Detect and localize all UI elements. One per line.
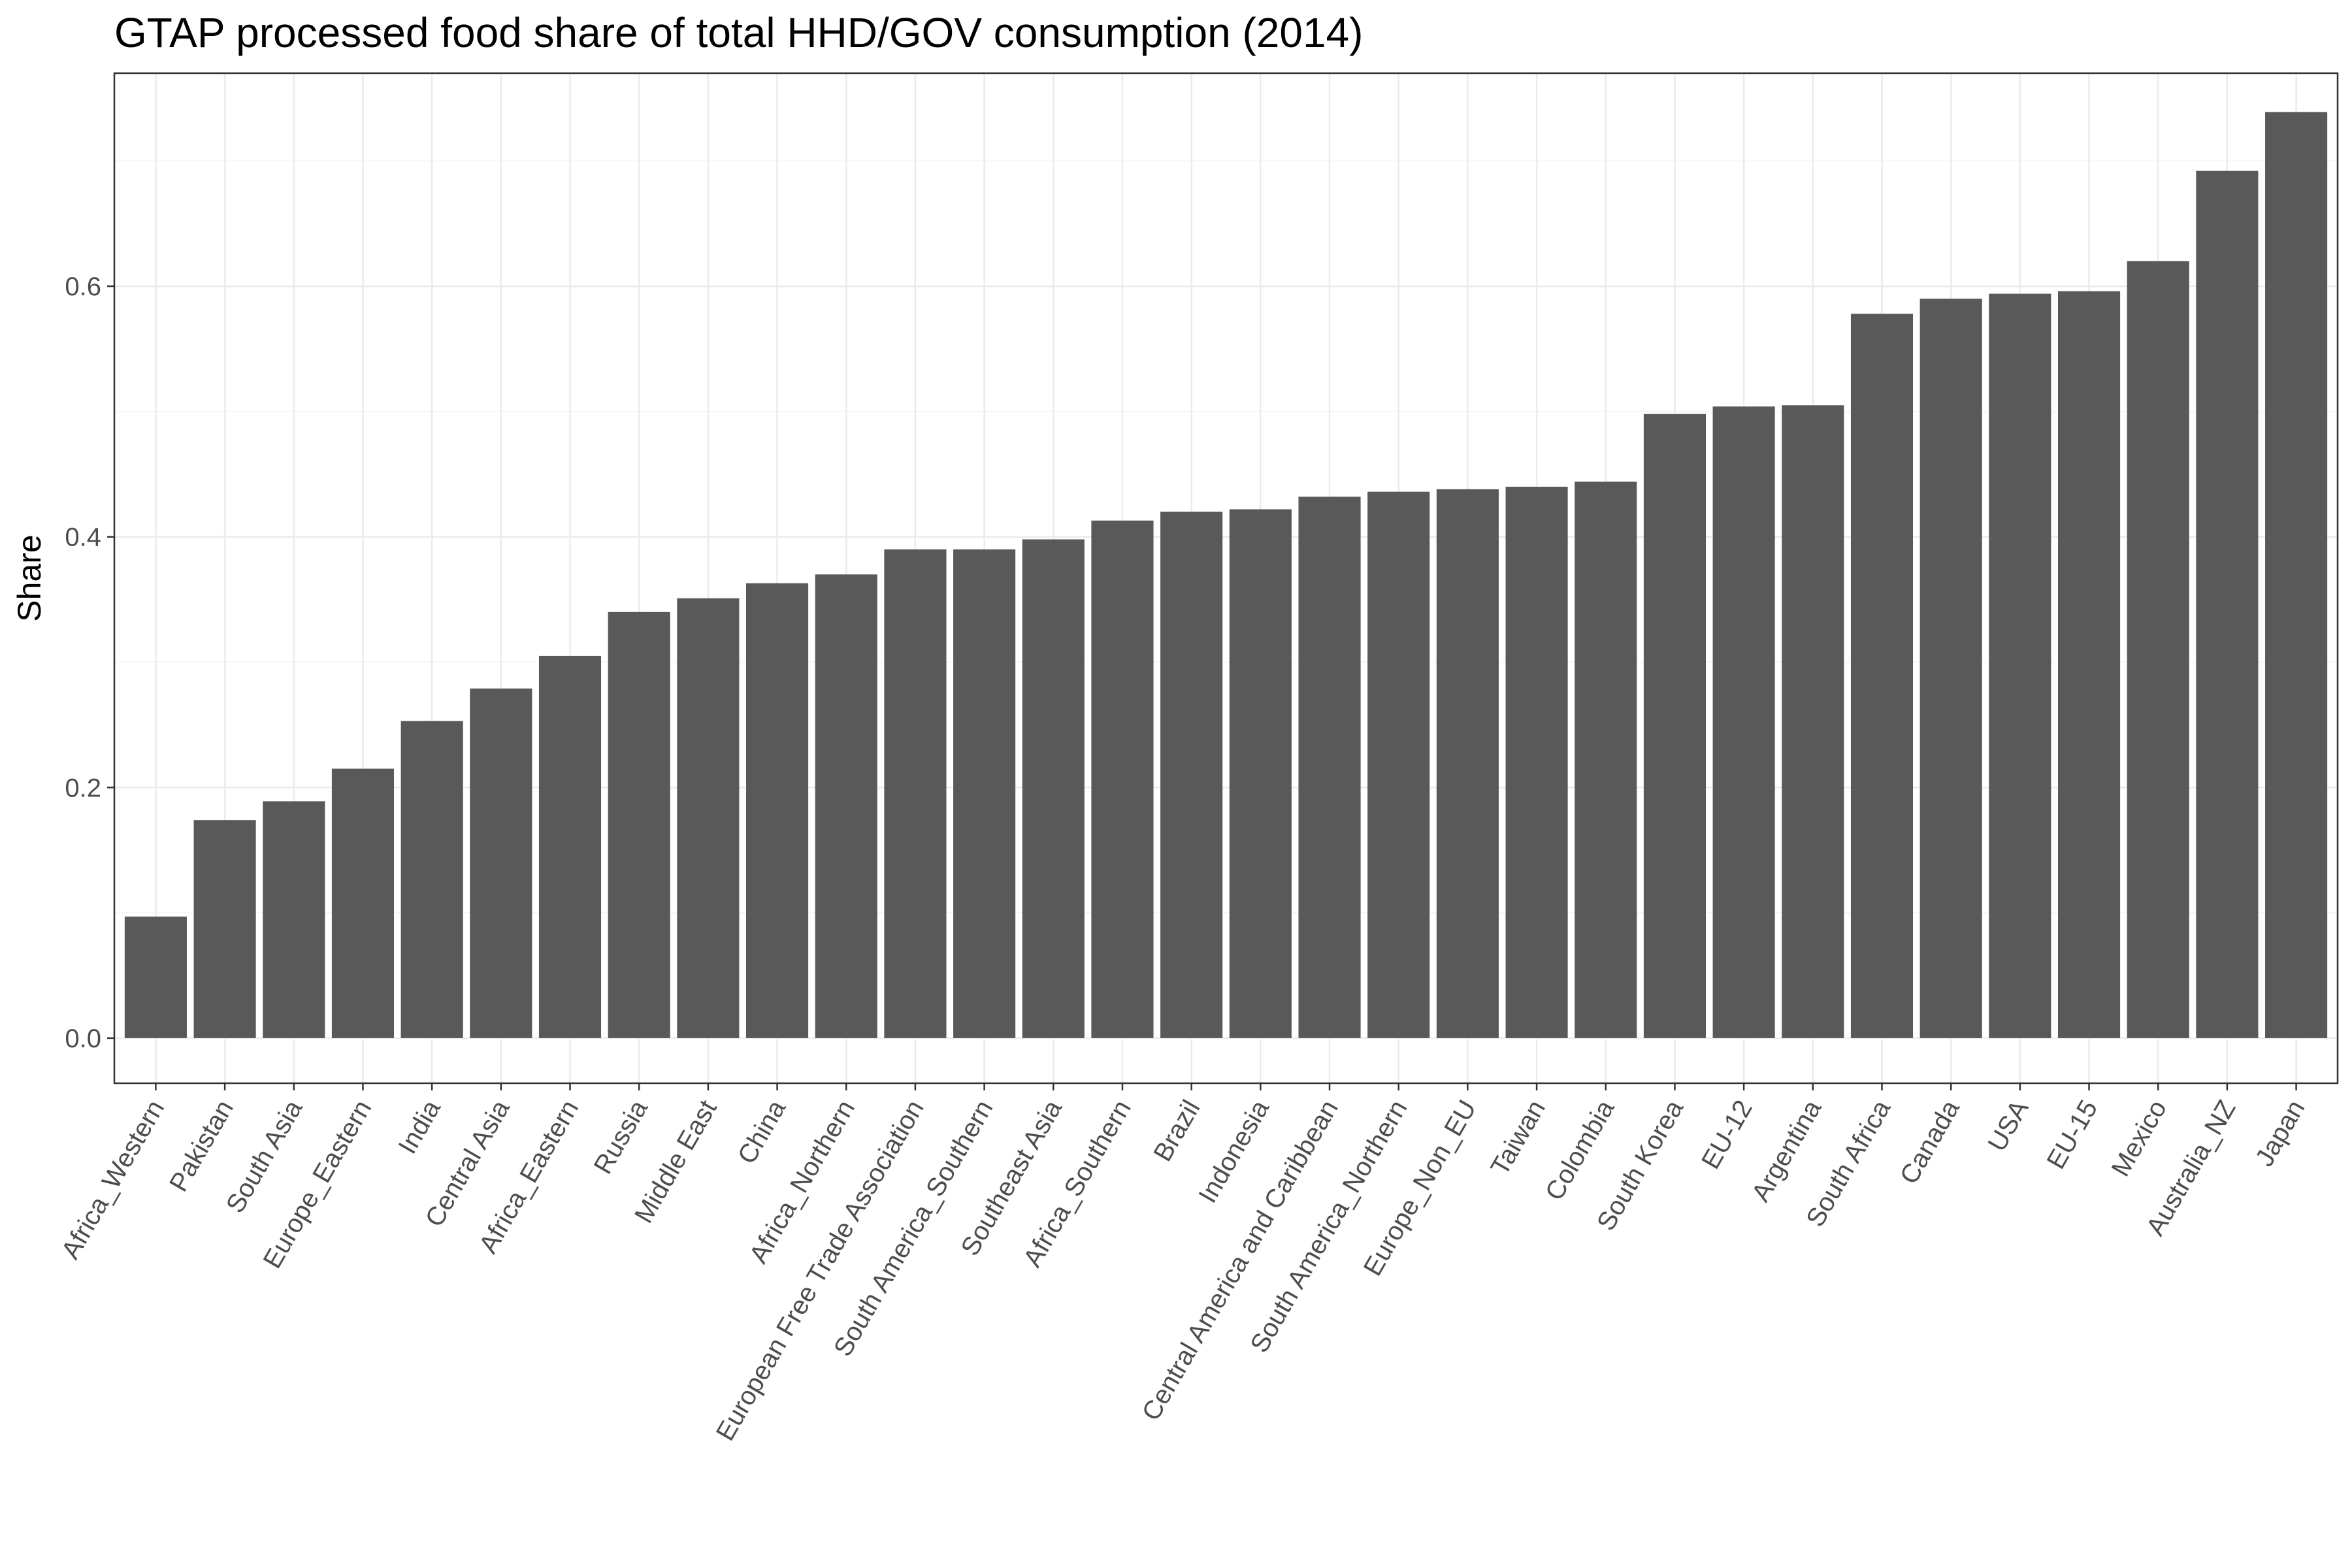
bar: [1298, 497, 1361, 1038]
bar: [124, 916, 187, 1038]
bar: [1712, 406, 1775, 1038]
bar: [263, 801, 325, 1038]
bar: [884, 549, 947, 1038]
y-tick-label: 0.4: [65, 523, 101, 552]
y-tick-label: 0.2: [65, 774, 101, 802]
bar: [193, 820, 256, 1038]
bar: [815, 574, 877, 1038]
bar: [1091, 520, 1154, 1038]
bar: [331, 768, 395, 1038]
bar: [1436, 489, 1499, 1038]
bar: [1782, 405, 1844, 1038]
bar: [1575, 482, 1637, 1038]
bar: [1643, 414, 1706, 1038]
y-axis-title: Share: [11, 534, 48, 621]
bar: [1160, 512, 1223, 1038]
bar: [1505, 486, 1568, 1038]
bar: [2265, 112, 2328, 1038]
bar: [953, 549, 1016, 1038]
y-tick-label: 0.6: [65, 272, 101, 301]
bar: [1229, 509, 1292, 1038]
bar: [1367, 491, 1430, 1038]
bar: [2127, 261, 2189, 1038]
bar: [470, 688, 532, 1038]
bar: [1022, 539, 1085, 1038]
bar: [538, 655, 602, 1038]
bar: [400, 721, 463, 1038]
bar: [746, 583, 809, 1038]
y-axis: 0.0 0.2 0.4 0.6: [65, 272, 114, 1053]
bar: [1989, 293, 2051, 1038]
bar: [2057, 291, 2121, 1038]
bar: [677, 598, 740, 1038]
bar: [1850, 314, 1914, 1038]
bar: [608, 612, 670, 1038]
bar: [2196, 171, 2259, 1038]
chart-title: GTAP processed food share of total HHD/G…: [114, 9, 1363, 56]
plot-panel-border: [113, 72, 2339, 1085]
y-tick-label: 0.0: [65, 1024, 101, 1053]
bars: [124, 112, 2328, 1038]
bar: [1919, 299, 1982, 1038]
